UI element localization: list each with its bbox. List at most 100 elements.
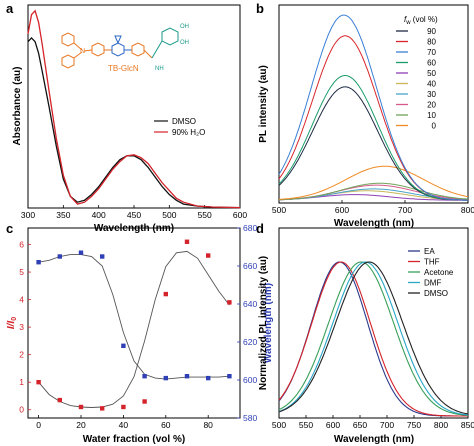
panel-b-ylabel: PL intensity (au): [258, 65, 269, 143]
panel-c-series: [36, 239, 232, 411]
molecule-n-atom: N: [80, 48, 85, 55]
y-tick-label: 3: [19, 322, 24, 332]
y2-tick-label: 580: [243, 413, 257, 423]
data-point-wavelength: [78, 250, 84, 255]
btd-ring: [111, 42, 125, 57]
panel-letter-d: d: [256, 221, 264, 236]
x-tick-label: 600: [335, 205, 349, 215]
y-tick-label: 2: [19, 350, 24, 360]
series-line-thf: [278, 261, 468, 417]
fit-line-intensity: [38, 250, 230, 408]
data-point-wavelength: [36, 260, 41, 265]
legend-label-fw-30: 30: [427, 90, 436, 99]
y-tick-label: 6: [19, 240, 24, 250]
panel-c-axes: 0 20 40 60 80 0 1 2 3 4 5 6 580 600 620 640 660 680: [19, 223, 257, 430]
y2-tick-label: 680: [243, 223, 257, 233]
panel-b-series: [278, 14, 469, 201]
legend-label-acetone: Acetone: [424, 268, 454, 277]
legend-label-fw-60: 60: [427, 59, 436, 68]
x-tick-label: 350: [56, 210, 70, 220]
y-tick-label: 1: [19, 377, 24, 387]
compound-label: TB-GlcN: [108, 64, 139, 73]
x-tick-label: 40: [119, 420, 129, 430]
legend-title: fw (vol %): [404, 15, 438, 26]
data-point-i-i0: [57, 397, 62, 403]
panel-a-ylabel: Absorbance (au): [12, 67, 23, 146]
y-tick-label: 5: [19, 267, 24, 277]
glucosamine: [151, 27, 179, 59]
series-line-fw-10: [278, 182, 469, 201]
x-tick-label: 300: [21, 210, 35, 220]
x-tick-label: 800: [461, 205, 474, 215]
panel-c-xlabel: Water fraction (vol %): [83, 434, 185, 445]
legend-label-dmf: DMF: [424, 279, 441, 288]
data-point-i-i0: [78, 404, 84, 410]
bond: [151, 40, 163, 59]
data-point-i-i0: [184, 239, 190, 244]
legend-label-fw-50: 50: [427, 69, 436, 78]
y-tick-label: 4: [19, 295, 24, 305]
data-point-wavelength: [142, 374, 147, 379]
x-tick-label: 600: [233, 210, 247, 220]
panel-d-xlabel: Wavelength (nm): [334, 434, 414, 445]
panel-letter-c: c: [6, 221, 13, 236]
x-tick-label: 550: [299, 420, 313, 430]
fit-line-wavelength: [38, 254, 230, 380]
series-line-acetone: [278, 261, 468, 416]
legend-title-f: f: [404, 15, 407, 24]
panel-c: 0 20 40 60 80 0 1 2 3 4 5 6 580 600 620 640 660 680 Water…: [6, 223, 274, 445]
molecule-structure: [61, 32, 112, 69]
legend-label-fw-90: 90: [427, 27, 436, 36]
panel-b-xlabel: Wavelength (nm): [334, 218, 414, 229]
molecule-nh-atom: NH: [155, 66, 164, 72]
data-point-i-i0: [121, 404, 126, 410]
data-point-wavelength: [163, 375, 168, 381]
legend-label-dmso: DMSO: [424, 289, 448, 298]
y2-tick-label: 640: [243, 299, 257, 309]
legend-title-rest: (vol %): [411, 15, 438, 24]
data-point-wavelength: [100, 254, 105, 259]
series-line-fw-60: [278, 75, 468, 201]
panel-b-frame: [278, 4, 469, 204]
data-point-i-i0: [100, 406, 105, 411]
molecule-oh-atom: OH: [180, 24, 189, 30]
x-tick-label: 500: [272, 205, 286, 215]
data-point-wavelength: [184, 374, 190, 379]
data-point-i-i0: [142, 399, 147, 404]
phenyl-ring: [131, 42, 145, 57]
panel-letter-b: b: [256, 1, 264, 16]
legend-label-water: 90% H₂O: [172, 128, 205, 137]
legend-label-fw-20: 20: [427, 101, 436, 110]
data-point-i-i0: [36, 380, 41, 385]
series-line-dmso: [27, 36, 241, 209]
phenyl-ring: [61, 32, 75, 47]
panel-a-frame: [27, 4, 241, 209]
series-line-fw-0: [278, 165, 469, 200]
panel-d-series: [278, 261, 469, 417]
x-tick-label: 850: [461, 420, 474, 430]
series-line-fw-80: [278, 35, 468, 201]
x-tick-label: 700: [398, 205, 412, 215]
legend-title-sub: w: [405, 20, 411, 26]
panel-a-x-ticks: 300 350 400 450 500 550 600: [21, 205, 247, 220]
phenyl-amide: [131, 42, 153, 59]
x-tick-label: 450: [127, 210, 141, 220]
data-point-wavelength: [57, 254, 62, 259]
panel-d-x-ticks: 500 550 600 650 700 750 800 850: [272, 415, 474, 430]
legend-label-fw-0: 0: [432, 122, 437, 131]
bond: [83, 49, 93, 52]
panel-c-frame: [27, 227, 241, 419]
panel-c-ylabel: I/I0: [6, 317, 18, 329]
x-tick-label: 80: [203, 420, 213, 430]
y2-tick-label: 600: [243, 375, 257, 385]
bond: [73, 42, 83, 51]
x-tick-label: 750: [407, 420, 421, 430]
data-point-i-i0: [227, 300, 232, 305]
panel-d-ylabel: Normalized PL intensity (au): [258, 256, 269, 390]
